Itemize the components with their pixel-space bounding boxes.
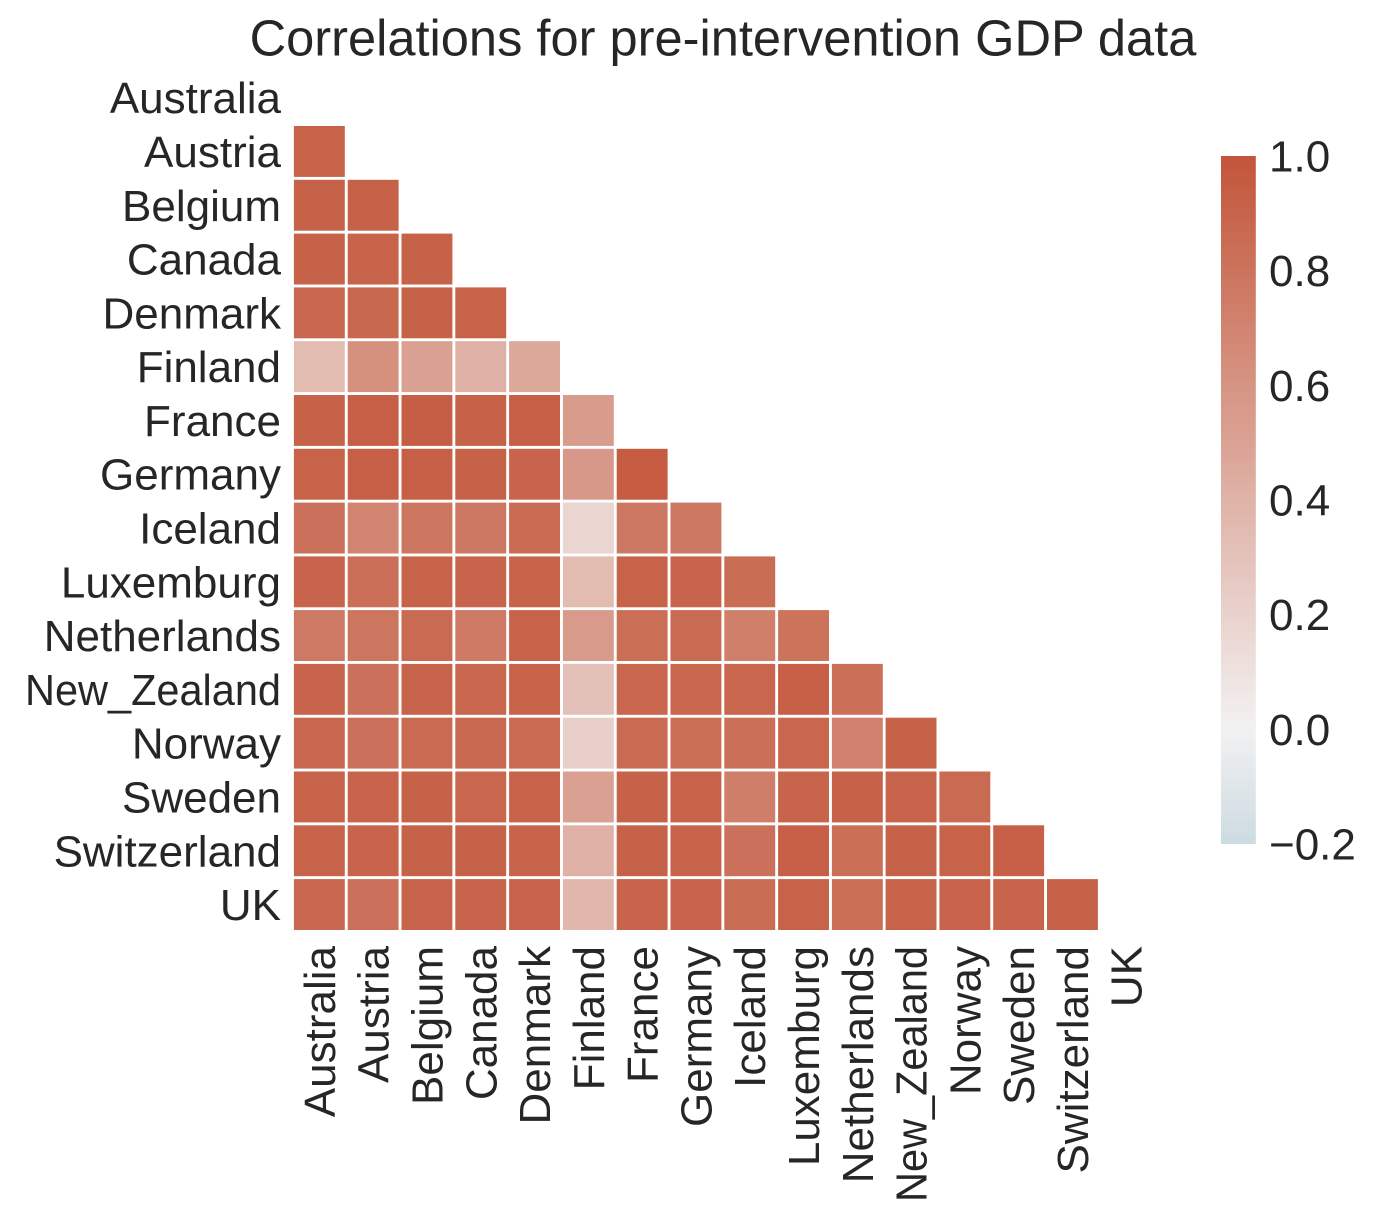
svg-text:Australia: Australia (110, 74, 282, 123)
svg-text:Finland: Finland (137, 343, 281, 392)
svg-text:Austria: Austria (350, 945, 399, 1082)
svg-text:Australia: Australia (296, 945, 345, 1117)
svg-text:Austria: Austria (144, 128, 281, 177)
svg-text:Luxemburg: Luxemburg (61, 558, 281, 607)
svg-text:1.0: 1.0 (1269, 133, 1330, 182)
svg-text:Canada: Canada (457, 945, 506, 1100)
svg-text:Netherlands: Netherlands (44, 612, 281, 661)
svg-text:Germany: Germany (100, 451, 281, 500)
svg-text:Germany: Germany (672, 946, 721, 1127)
svg-text:New_Zealand: New_Zealand (888, 946, 937, 1202)
svg-text:Switzerland: Switzerland (54, 827, 281, 876)
svg-text:0.2: 0.2 (1269, 591, 1330, 640)
svg-text:Sweden: Sweden (995, 946, 1044, 1105)
svg-text:UK: UK (220, 881, 281, 930)
svg-text:Norway: Norway (132, 720, 281, 769)
svg-text:0.0: 0.0 (1269, 706, 1330, 755)
svg-text:France: France (144, 397, 281, 446)
svg-text:0.6: 0.6 (1269, 362, 1330, 411)
svg-text:Belgium: Belgium (404, 946, 453, 1105)
svg-text:0.8: 0.8 (1269, 247, 1330, 296)
svg-text:New_Zealand: New_Zealand (25, 666, 281, 715)
svg-text:France: France (619, 946, 668, 1083)
svg-text:0.4: 0.4 (1269, 477, 1330, 526)
svg-text:UK: UK (1103, 946, 1152, 1007)
svg-text:Denmark: Denmark (103, 289, 282, 338)
svg-text:Canada: Canada (127, 236, 282, 285)
svg-text:Iceland: Iceland (139, 505, 281, 554)
svg-text:Switzerland: Switzerland (1049, 946, 1098, 1173)
svg-text:Belgium: Belgium (122, 182, 281, 231)
svg-text:Luxemburg: Luxemburg (780, 946, 829, 1166)
svg-text:Netherlands: Netherlands (834, 946, 883, 1183)
svg-text:Norway: Norway (941, 946, 990, 1095)
svg-text:Sweden: Sweden (122, 774, 281, 823)
svg-text:−0.2: −0.2 (1269, 821, 1356, 870)
svg-text:Correlations for pre-intervent: Correlations for pre-intervention GDP da… (250, 9, 1198, 66)
svg-text:Finland: Finland (565, 946, 614, 1090)
svg-text:Denmark: Denmark (511, 945, 560, 1124)
svg-text:Iceland: Iceland (726, 946, 775, 1088)
